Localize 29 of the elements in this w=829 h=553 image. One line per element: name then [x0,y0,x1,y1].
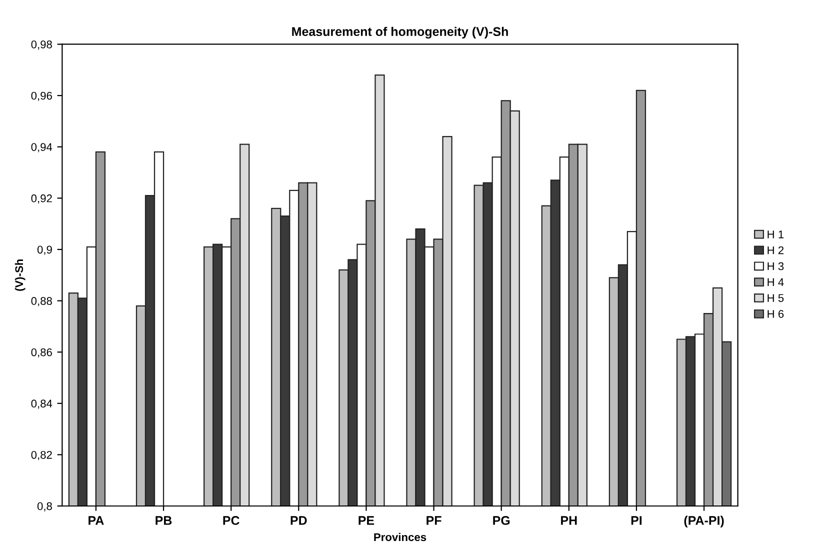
x-axis-title: Provinces [374,532,426,542]
y-tick-label: 0,8 [37,502,52,512]
x-tick-label: PG [493,516,510,525]
legend-label: H 3 [768,262,784,270]
y-tick-label: 0,88 [31,297,52,306]
x-tick-label: (PA-PI) [684,516,724,528]
chart-title: Measurement of homogeneity (V)-Sh [292,26,508,39]
y-tick-label: 0,96 [31,92,52,101]
x-tick-label: PA [88,516,104,525]
legend-label: H 6 [768,310,784,318]
x-tick-label: PF [426,516,442,525]
y-tick-label: 0,86 [31,348,52,358]
legend-label: H 2 [768,246,784,254]
y-tick-label: 0,98 [31,40,52,50]
x-tick-label: PD [290,516,307,525]
y-axis-title: (V)-Sh [14,259,26,291]
y-tick-label: 0,92 [31,194,52,204]
legend-label: H 5 [768,294,784,302]
y-tick-label: 0,84 [31,400,52,409]
legend-label: H 4 [768,278,784,286]
x-tick-label: PH [561,516,577,525]
x-tick-label: PE [358,516,374,525]
x-tick-label: PC [223,516,240,525]
x-tick-label: PI [631,516,642,525]
x-tick-label: PB [156,516,172,525]
y-tick-label: 0,82 [31,450,52,460]
y-tick-label: 0,9 [37,246,52,255]
y-tick-label: 0,94 [31,143,52,152]
legend-label: H 1 [768,230,784,238]
